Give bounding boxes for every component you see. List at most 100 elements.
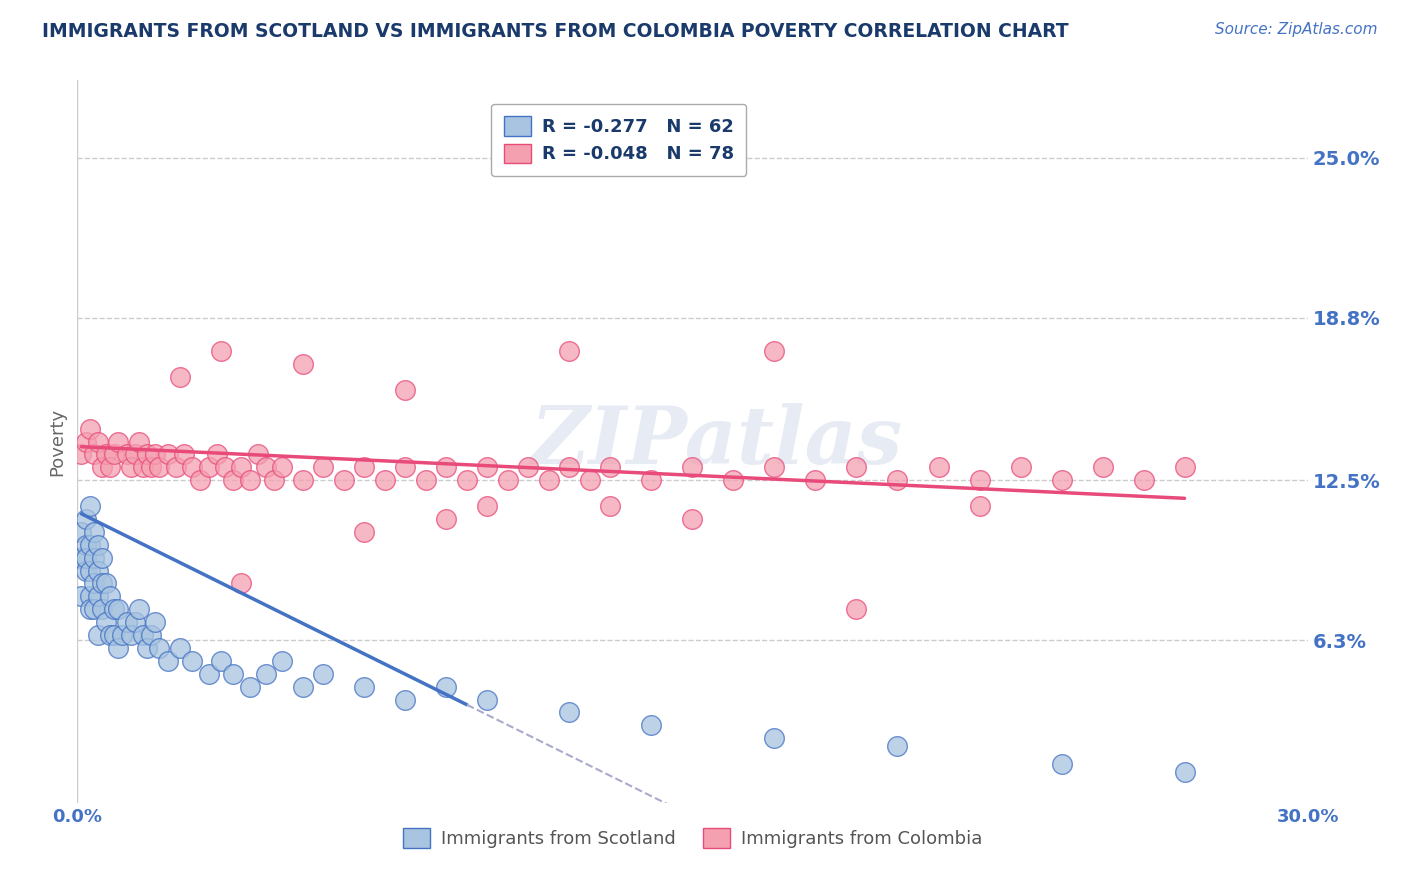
Point [124,615,146,630]
Point [312,666,335,681]
Point [83,524,105,539]
Point [436,460,458,475]
Point [87,434,110,449]
Point [271,460,294,475]
Point [477,692,499,706]
Point [763,344,786,359]
Point [558,344,581,359]
Point [75,538,97,552]
Point [599,460,621,475]
Point [723,473,745,487]
Point [124,447,146,461]
Point [763,460,786,475]
Point [83,447,105,461]
Point [132,628,155,642]
Point [845,602,868,616]
Point [291,680,314,694]
Point [98,460,121,475]
Point [886,473,908,487]
Point [90,576,114,591]
Point [969,473,991,487]
Point [136,447,159,461]
Point [928,460,950,475]
Point [141,460,163,475]
Point [1132,473,1154,487]
Point [804,473,827,487]
Point [558,706,581,720]
Point [87,628,110,642]
Point [87,538,110,552]
Point [111,628,134,642]
Point [94,447,117,461]
Point [181,654,204,668]
Point [477,499,499,513]
Point [222,666,245,681]
Point [156,654,179,668]
Point [291,357,314,371]
Point [394,460,416,475]
Point [98,590,121,604]
Point [148,640,170,655]
Point [496,473,519,487]
Point [136,640,159,655]
Point [79,564,101,578]
Point [1091,460,1114,475]
Point [79,538,101,552]
Y-axis label: Poverty: Poverty [48,408,66,475]
Point [141,628,163,642]
Point [640,473,662,487]
Point [90,602,114,616]
Point [83,550,105,565]
Point [83,602,105,616]
Point [79,590,101,604]
Point [763,731,786,746]
Point [70,590,93,604]
Point [254,460,277,475]
Point [165,460,187,475]
Point [173,447,195,461]
Point [115,447,138,461]
Point [103,447,125,461]
Point [254,666,277,681]
Point [120,460,142,475]
Point [271,654,294,668]
Point [214,460,236,475]
Point [246,447,269,461]
Point [156,447,179,461]
Text: IMMIGRANTS FROM SCOTLAND VS IMMIGRANTS FROM COLOMBIA POVERTY CORRELATION CHART: IMMIGRANTS FROM SCOTLAND VS IMMIGRANTS F… [42,22,1069,41]
Point [231,576,253,591]
Point [394,383,416,397]
Point [148,460,170,475]
Point [537,473,560,487]
Point [231,460,253,475]
Text: Source: ZipAtlas.com: Source: ZipAtlas.com [1215,22,1378,37]
Point [94,615,117,630]
Point [75,434,97,449]
Point [436,680,458,694]
Point [1174,764,1197,779]
Point [79,499,101,513]
Point [70,550,93,565]
Point [107,640,129,655]
Point [477,460,499,475]
Point [1050,757,1073,772]
Point [103,602,125,616]
Point [197,666,219,681]
Point [1050,473,1073,487]
Point [70,524,93,539]
Point [115,615,138,630]
Point [394,692,416,706]
Point [132,460,155,475]
Point [456,473,478,487]
Point [128,602,150,616]
Point [94,576,117,591]
Point [886,739,908,753]
Point [682,460,704,475]
Legend: Immigrants from Scotland, Immigrants from Colombia: Immigrants from Scotland, Immigrants fro… [392,817,993,859]
Point [239,680,262,694]
Point [436,512,458,526]
Point [682,512,704,526]
Point [87,564,110,578]
Point [640,718,662,732]
Point [75,550,97,565]
